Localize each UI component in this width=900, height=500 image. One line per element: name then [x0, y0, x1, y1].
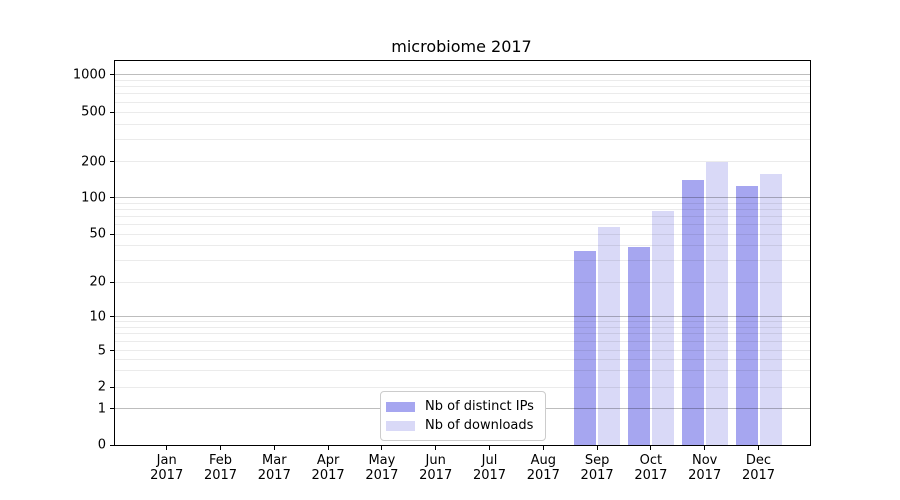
x-tick-mark [435, 446, 437, 450]
legend-swatch-distinct-ips [386, 401, 415, 412]
x-tick-mark [166, 446, 168, 450]
x-tick-label-line: 2017 [741, 468, 776, 483]
x-tick-label-line: 2017 [257, 468, 291, 483]
y-tick-label: 50 [89, 226, 106, 242]
y-tick-label: 2 [97, 379, 106, 395]
x-tick-label-line: 2017 [634, 468, 668, 483]
x-tick-label-line: Sep [584, 453, 610, 468]
x-tick-mark [704, 446, 706, 450]
x-tick-label-line: 2017 [580, 468, 614, 483]
x-tick-mark [596, 446, 598, 450]
y-tick-label: 100 [81, 190, 106, 205]
x-tick-mark [489, 446, 490, 450]
y-tick-mark [110, 281, 114, 283]
x-tick-label: Jan 2017 [150, 453, 183, 483]
x-tick-label-line: Nov [692, 453, 718, 468]
y-tick-label: 1000 [72, 67, 106, 82]
x-tick-mark [758, 446, 759, 450]
bar-nb-of-distinct-ips-oct-2017 [627, 247, 650, 445]
x-tick-label-line: Oct [639, 453, 663, 468]
x-tick-label: Sep 2017 [581, 453, 614, 483]
x-tick-label-line: Jul [481, 453, 498, 468]
x-tick-mark [220, 446, 221, 450]
x-tick-label-line: 2017 [526, 468, 560, 483]
legend-item: Nb of distinct IPs [386, 399, 534, 414]
x-tick-label-line: Jan [156, 453, 177, 468]
y-tick-label: 200 [81, 154, 106, 169]
bar-nb-of-distinct-ips-dec-2017 [735, 186, 758, 445]
x-tick-label: Oct 2017 [634, 453, 667, 483]
x-tick-label-line: Apr [316, 453, 340, 468]
x-tick-label-line: 2017 [472, 468, 507, 483]
x-tick-label-line: Feb [208, 453, 233, 468]
y-tick-label: 0 [97, 437, 106, 453]
y-tick-mark [110, 350, 114, 351]
x-tick-label: Jun 2017 [419, 453, 452, 483]
bar-nb-of-downloads-sep-2017 [598, 227, 621, 445]
x-tick-mark [381, 446, 383, 450]
x-tick-mark [542, 446, 544, 450]
plot-area: 0 1 2 5 10 20 50 100 200 500 1000 Jan 2017 Feb 2017 Ma… [73, 60, 811, 483]
x-tick-label-line: Aug [530, 453, 556, 468]
y-tick-mark [110, 386, 114, 388]
x-tick-label: Apr 2017 [312, 453, 345, 483]
legend-swatch-downloads [386, 420, 415, 431]
y-tick-label: 500 [81, 104, 106, 120]
x-tick-mark [650, 446, 652, 450]
x-tick-label-line: 2017 [419, 468, 453, 483]
bar-nb-of-downloads-dec-2017 [759, 174, 782, 445]
y-tick-mark [110, 316, 114, 317]
y-tick-mark [110, 233, 114, 235]
bar-nb-of-distinct-ips-sep-2017 [574, 251, 597, 445]
x-tick-label: Jul 2017 [473, 453, 506, 483]
x-tick-label: Nov 2017 [688, 453, 721, 483]
bar-nb-of-distinct-ips-nov-2017 [681, 180, 704, 445]
legend: Nb of distinct IPs Nb of downloads [380, 391, 546, 441]
x-tick-label: Dec 2017 [742, 453, 775, 483]
y-tick-mark [110, 161, 114, 162]
x-tick-label-line: 2017 [688, 468, 722, 483]
x-tick-label-line: 2017 [203, 468, 238, 483]
x-tick-label-line: May [368, 453, 396, 468]
bar-nb-of-downloads-oct-2017 [651, 210, 674, 445]
legend-label-downloads: Nb of downloads [425, 418, 534, 433]
x-tick-label: Feb 2017 [204, 453, 237, 483]
x-tick-label-line: Dec [745, 453, 772, 468]
x-tick-label-line: 2017 [311, 468, 345, 483]
x-tick-label-line: 2017 [150, 468, 184, 483]
x-tick-mark [327, 446, 329, 450]
y-tick-label: 5 [97, 343, 106, 358]
legend-item: Nb of downloads [386, 418, 534, 433]
y-tick-label: 10 [89, 309, 106, 324]
chart-title: microbiome 2017 [391, 37, 532, 56]
y-tick-label: 1 [97, 401, 106, 416]
y-tick-mark [110, 408, 114, 409]
bars-layer [115, 61, 810, 445]
x-tick-label: May 2017 [365, 453, 398, 483]
legend-label-distinct-ips: Nb of distinct IPs [425, 399, 534, 414]
x-tick-mark [273, 446, 275, 450]
bar-nb-of-downloads-nov-2017 [705, 161, 728, 445]
y-tick-mark [110, 197, 114, 198]
y-tick-mark [110, 444, 114, 446]
y-tick-mark [110, 111, 114, 113]
x-tick-label-line: 2017 [365, 468, 399, 483]
y-tick-mark [110, 74, 114, 75]
y-tick-label: 20 [89, 274, 106, 290]
x-tick-label-line: Jun [425, 453, 446, 468]
x-tick-label: Aug 2017 [527, 453, 560, 483]
x-tick-label: Mar 2017 [258, 453, 291, 483]
x-tick-label-line: Mar [262, 453, 287, 468]
